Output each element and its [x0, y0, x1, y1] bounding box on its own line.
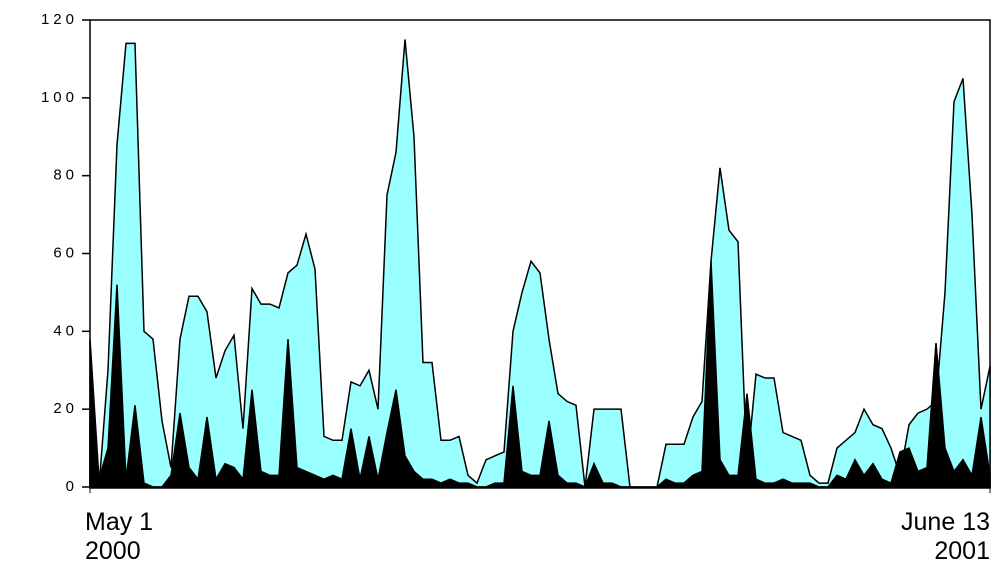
- x-tick-label: May 1 2000: [85, 508, 153, 565]
- x-tick-label: June 13 2001: [901, 508, 990, 565]
- y-tick-label: 120: [41, 11, 78, 28]
- x-tick-label-line: May 1: [85, 508, 153, 536]
- x-tick-label-line: 2000: [85, 537, 141, 565]
- area: [89, 261, 991, 488]
- y-tick-label: 80: [53, 167, 78, 184]
- y-tick-label: 60: [53, 244, 78, 261]
- y-tick-label: 0: [66, 478, 78, 495]
- y-tick-label: 40: [53, 322, 78, 339]
- area: [89, 39, 991, 488]
- y-tick-label: 20: [53, 400, 78, 417]
- x-tick-label-line: June 13: [901, 508, 990, 536]
- x-tick-label-line: 2001: [934, 537, 990, 565]
- y-tick-label: 100: [41, 89, 78, 106]
